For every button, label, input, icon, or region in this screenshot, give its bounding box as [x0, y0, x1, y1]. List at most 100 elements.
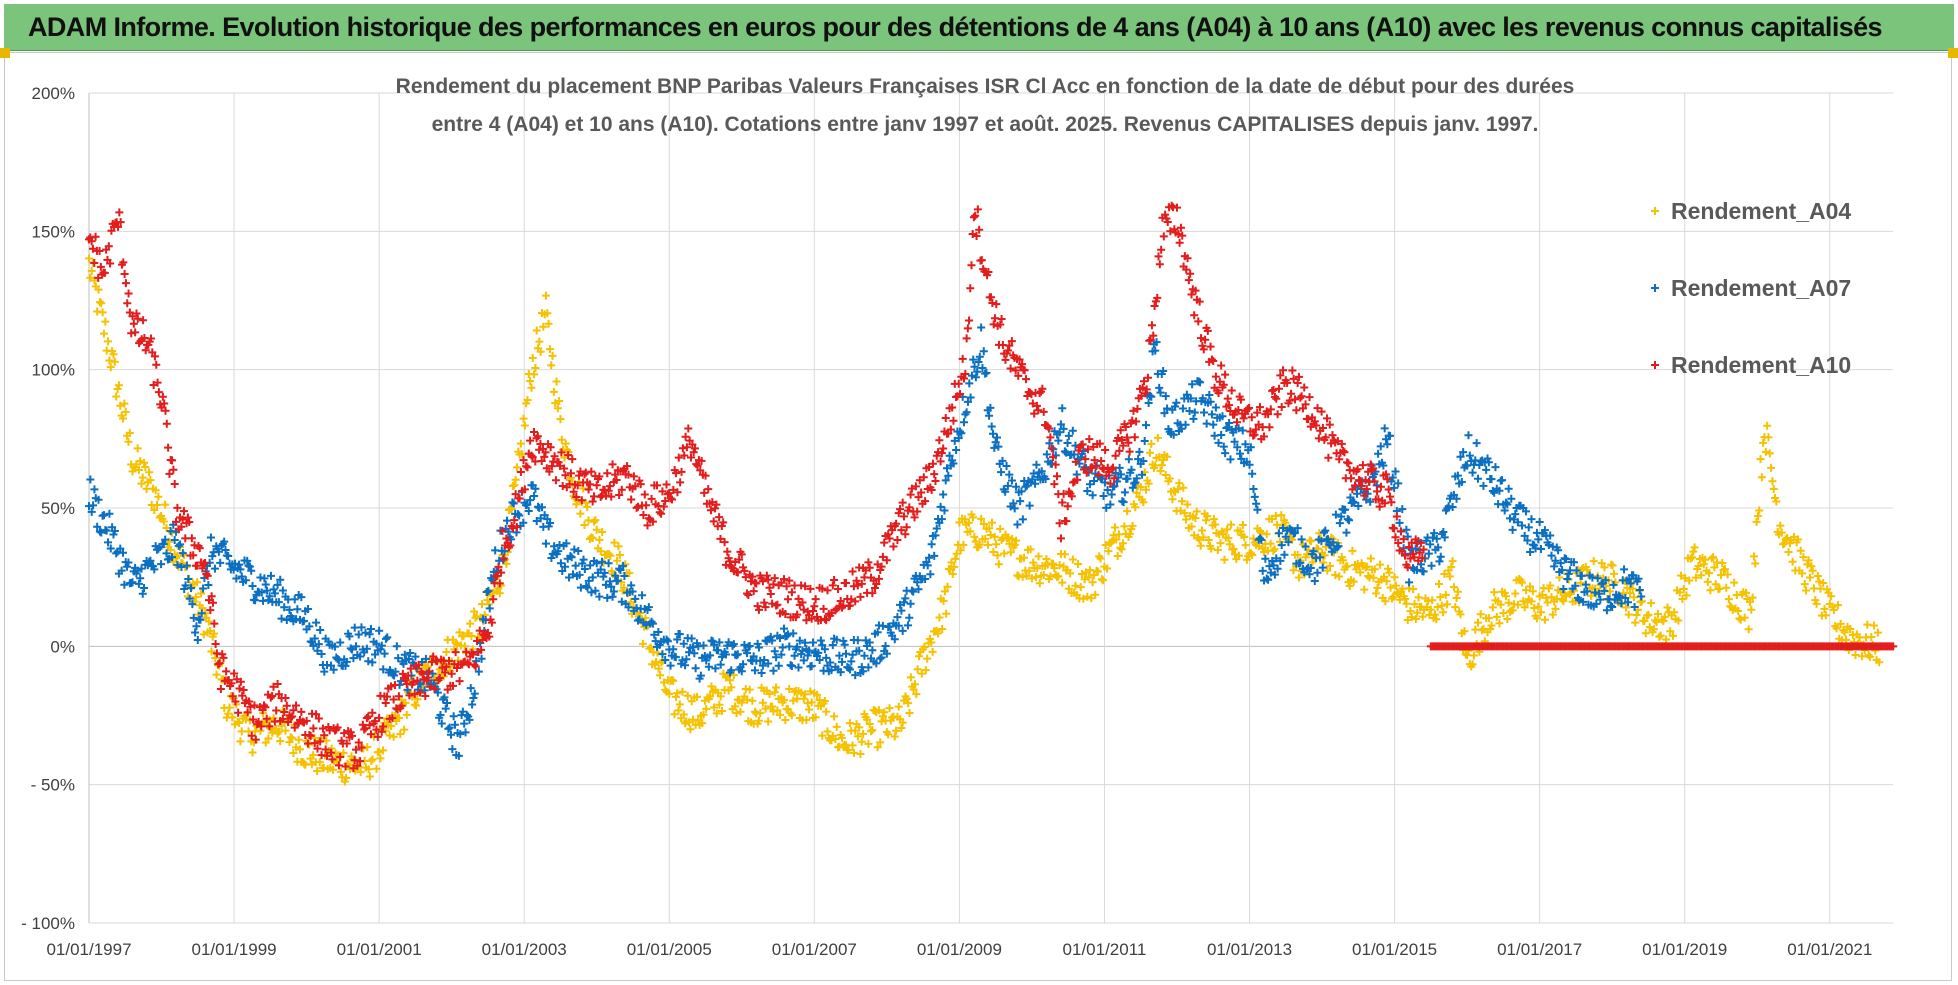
rendement-a10-point [893, 536, 902, 545]
rendement-a10-point [984, 267, 993, 276]
rendement-a07-point [1334, 542, 1343, 551]
rendement-a07-point [1620, 565, 1629, 574]
rendement-a04-point [1203, 512, 1212, 521]
rendement-a10-point [697, 456, 706, 465]
rendement-a04-point [1049, 559, 1058, 568]
rendement-a04-point [845, 719, 854, 728]
rendement-a04-point [867, 727, 876, 736]
rendement-a04-point [1199, 533, 1208, 542]
rendement-a07-point [816, 636, 825, 645]
rendement-a07-point [368, 658, 377, 667]
rendement-a07-point [1391, 467, 1400, 476]
rendement-a04-point [1010, 541, 1019, 550]
rendement-a04-point [1687, 553, 1696, 562]
rendement-a07-point [836, 668, 845, 677]
rendement-a07-point [243, 556, 252, 565]
rendement-a10-point [693, 461, 702, 470]
rendement-a04-point [1196, 541, 1205, 550]
rendement-a04-point [1145, 448, 1154, 457]
axes: 200%150%100%50%0%- 50%- 100%01/01/1997 01… [21, 84, 1872, 959]
rendement-a07-point [1037, 467, 1046, 476]
rendement-a04-point [812, 690, 821, 699]
rendement-a10-point [1133, 404, 1142, 413]
rendement-a07-point [600, 568, 609, 577]
rendement-a07-point [1070, 450, 1079, 459]
rendement-a04-point [556, 415, 565, 424]
rendement-a10-point [523, 463, 532, 472]
rendement-a07-point [1200, 408, 1209, 417]
rendement-a10-point [1124, 438, 1133, 447]
rendement-a07-point [444, 724, 453, 733]
rendement-a07-point [312, 618, 321, 627]
rendement-a07-point [739, 660, 748, 669]
rendement-a07-point [1602, 606, 1611, 615]
rendement-a10-point [348, 731, 357, 740]
rendement-a10-point [1034, 406, 1043, 415]
rendement-a07-point [1508, 525, 1517, 534]
rendement-a07-point [898, 626, 907, 635]
rendement-a10-point [352, 745, 361, 754]
rendement-a04-point [413, 695, 422, 704]
rendement-a04-point [1503, 615, 1512, 624]
rendement-a10-point [119, 258, 128, 267]
rendement-a04-point [340, 777, 349, 786]
rendement-a07-point [710, 640, 719, 649]
rendement-a10-point [1111, 451, 1120, 460]
rendement-a10-point [1081, 455, 1090, 464]
rendement-a07-point [1305, 570, 1314, 579]
rendement-a04-point [1078, 570, 1087, 579]
rendement-a10-point [1150, 302, 1159, 311]
rendement-a10-point [1178, 231, 1187, 240]
rendement-a04-point [1867, 633, 1876, 642]
rendement-a07-point [1138, 470, 1147, 479]
rendement-a10-point [1056, 534, 1065, 543]
rendement-a10-point [1027, 390, 1036, 399]
rendement-a04-point [768, 702, 777, 711]
rendement-a07-point [1600, 586, 1609, 595]
rendement-a04-point [1386, 583, 1395, 592]
rendement-a10-point [1067, 492, 1076, 501]
rendement-a04-point [1335, 572, 1344, 581]
rendement-a07-point [1017, 487, 1026, 496]
rendement-a07-point [872, 659, 881, 668]
rendement-a10-point [617, 485, 626, 494]
rendement-a07-point [1281, 532, 1290, 541]
rendement-a07-point [970, 362, 979, 371]
rendement-a10-point [758, 577, 767, 586]
rendement-a07-point [483, 588, 492, 597]
rendement-a04-point [94, 285, 103, 294]
rendement-a04-point [718, 707, 727, 716]
rendement-a10-point [516, 467, 525, 476]
rendement-a07-point [134, 579, 143, 588]
rendement-a10-point [1142, 385, 1151, 394]
rendement-a07-point [1152, 338, 1161, 347]
rendement-a10-point [1399, 535, 1408, 544]
rendement-a10-point [406, 664, 415, 673]
rendement-a10-point [596, 492, 605, 501]
rendement-a07-point [822, 653, 831, 662]
rendement-a04-point [1257, 529, 1266, 538]
rendement-a10-point [1353, 465, 1362, 474]
rendement-a07-point [631, 594, 640, 603]
rendement-a10-point [236, 677, 245, 686]
rendement-a04-point [917, 669, 926, 678]
rendement-a10-point [1416, 538, 1425, 547]
legend-marker [1651, 207, 1659, 215]
rendement-a07-point [352, 642, 361, 651]
rendement-a07-point [1383, 440, 1392, 449]
rendement-a07-point [750, 666, 759, 675]
rendement-a10-point [1266, 405, 1275, 414]
rendement-a04-point [1029, 558, 1038, 567]
rendement-a10-point [830, 575, 839, 584]
rendement-a07-point [421, 654, 430, 663]
rendement-a04-point [1597, 559, 1606, 568]
rendement-a07-point [1127, 465, 1136, 474]
rendement-a07-point [436, 710, 445, 719]
rendement-a07-point [1402, 525, 1411, 534]
rendement-a04-point [1132, 488, 1141, 497]
rendement-a07-point [1471, 456, 1480, 465]
y-tick-label: - 50% [31, 776, 75, 795]
rendement-a07-point [899, 598, 908, 607]
rendement-a07-point [354, 630, 363, 639]
rendement-a04-point [1517, 578, 1526, 587]
